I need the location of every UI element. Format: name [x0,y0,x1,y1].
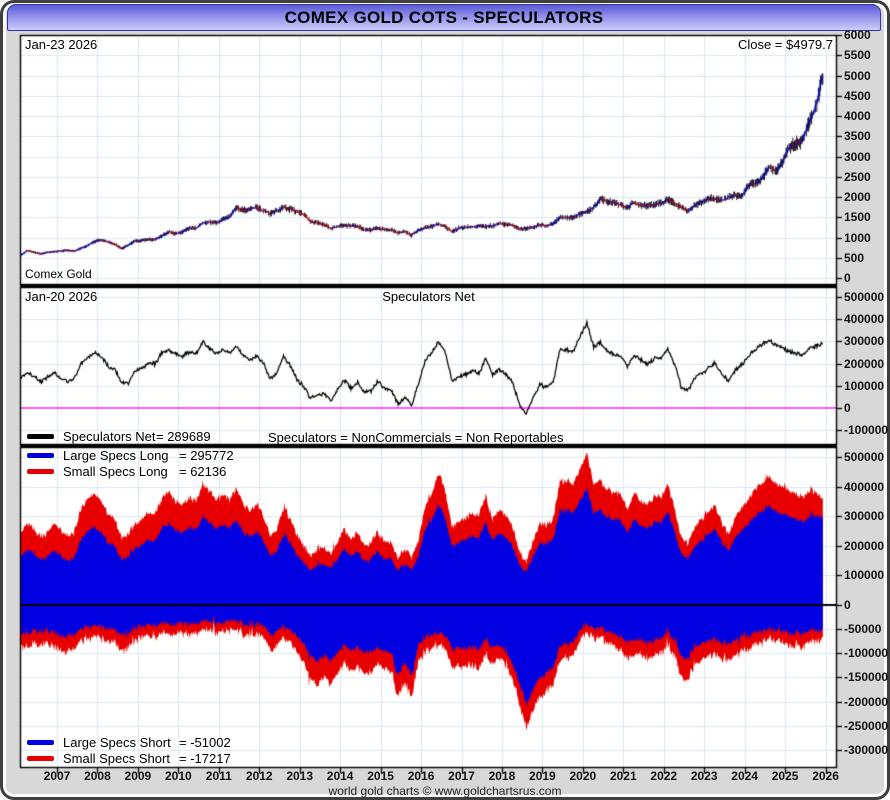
legend-label: Small Specs Long [63,464,168,479]
legend-value: = -17217 [179,751,231,766]
legend-small-specs-long: Small Specs Long = 62136 [27,464,226,479]
small-specs-short-swatch [27,756,54,761]
price-axis-tick: 3000 [844,149,871,164]
positions-axis-tick: -200000 [844,694,889,709]
year-label: 2026 [812,769,839,783]
positions-axis-tick: 300000 [844,509,885,524]
net-axis-tick: 0 [844,401,851,415]
legend-small-specs-short: Small Specs Short = -17217 [27,751,231,766]
year-label: 2023 [690,769,718,783]
legend-large-specs-long: Large Specs Long = 295772 [27,448,234,463]
speculators-net-swatch [27,434,54,439]
large-specs-long-swatch [27,453,54,458]
positions-axis-tick: -100000 [844,646,889,661]
price-axis-tick: 2000 [844,190,871,204]
year-label: 2013 [286,769,314,783]
legend-label: Small Specs Short [63,751,170,766]
net-panel-title: Speculators Net [382,289,475,304]
year-label: 2021 [609,769,637,783]
positions-axis-tick: -50000 [844,622,882,637]
speculators-note: Speculators = NonCommercials = Non Repor… [268,430,564,445]
year-label: 2009 [124,769,152,783]
year-label: 2012 [245,769,273,783]
title-bar: COMEX GOLD COTS - SPECULATORS [7,4,881,31]
price-axis-tick: 4500 [844,88,871,103]
year-label: 2017 [448,769,475,783]
legend-label: Large Specs Long [63,448,169,463]
price-axis-tick: 0 [844,271,851,285]
small-specs-long-swatch [27,469,54,474]
year-label: 2024 [731,769,758,783]
year-label: 2010 [164,769,192,783]
footer-credit: world gold charts © www.goldchartsrus.co… [328,784,562,798]
price-axis-tick: 5000 [844,68,871,83]
year-label: 2018 [488,769,516,783]
net-axis-tick: 200000 [844,356,885,371]
price-axis-tick: 1500 [844,210,871,225]
price-axis-tick: 2500 [844,169,871,184]
positions-axis-tick: 200000 [844,538,885,553]
price-axis-tick: 1000 [844,230,871,245]
legend-value: = -51002 [179,735,231,750]
year-label: 2019 [529,769,556,783]
net-axis-tick: 500000 [844,290,885,304]
price-axis-tick: 5500 [844,48,871,63]
legend-large-specs-short: Large Specs Short = -51002 [27,735,231,750]
year-label: 2022 [650,769,678,783]
year-label: 2015 [367,769,394,783]
price-close-label: Close = $4979.7 [737,37,833,52]
price-axis-tick: 6000 [844,28,871,42]
price-axis-tick: 3500 [844,129,871,144]
positions-axis-tick: -150000 [844,670,889,685]
legend-label: Speculators Net [63,429,156,444]
price-axis-tick: 500 [844,250,865,265]
legend-value: = 62136 [179,464,227,479]
legend-speculators-net: Speculators Net = 289689 [27,429,211,444]
net-axis-tick: -100000 [844,423,889,438]
year-label: 2014 [326,769,354,783]
year-label: 2016 [407,769,435,783]
year-label: 2008 [84,769,111,783]
legend-value: = 295772 [179,448,234,463]
positions-axis-tick: -300000 [844,742,889,757]
net-axis-tick: 100000 [844,378,885,393]
net-axis-tick: 400000 [844,312,885,327]
legend-label: Large Specs Short [63,735,171,750]
large-specs-short-swatch [27,740,54,745]
instrument-label: Comex Gold [25,267,92,281]
net-axis-tick: 300000 [844,334,885,349]
positions-axis-tick: 100000 [844,568,885,583]
price-date-label: Jan-23 2026 [25,37,98,52]
year-label: 2020 [569,769,597,783]
year-label: 2007 [43,769,71,783]
chart-title: COMEX GOLD COTS - SPECULATORS [284,7,604,27]
positions-axis-tick: -250000 [844,718,889,733]
year-label: 2011 [205,769,232,783]
legend-value: = 289689 [156,429,211,444]
positions-axis-tick: 0 [844,598,851,612]
positions-axis-tick: 400000 [844,479,885,494]
price-axis-tick: 4000 [844,109,871,123]
year-label: 2025 [771,769,799,783]
net-date-label: Jan-20 2026 [25,289,98,304]
positions-axis-tick: 500000 [844,450,885,464]
